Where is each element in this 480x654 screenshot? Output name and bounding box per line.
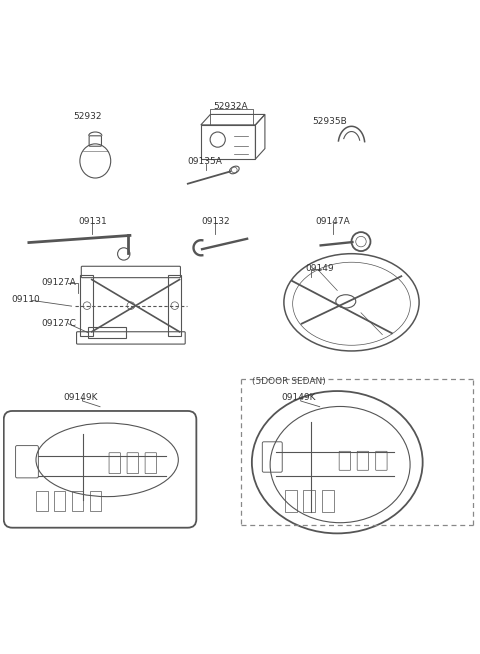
Bar <box>285 490 298 512</box>
Bar <box>322 490 334 512</box>
Bar <box>54 491 65 511</box>
Text: 09149K: 09149K <box>282 392 316 402</box>
Text: 52932A: 52932A <box>213 103 248 111</box>
Text: 09132: 09132 <box>201 217 230 226</box>
Text: 09131: 09131 <box>79 217 108 226</box>
Text: 09127A: 09127A <box>42 278 76 287</box>
Text: 52935B: 52935B <box>312 116 348 126</box>
Text: 09147A: 09147A <box>315 217 350 226</box>
Bar <box>36 491 48 511</box>
Bar <box>88 328 126 338</box>
Text: 52932: 52932 <box>73 112 101 121</box>
Text: 09127C: 09127C <box>42 319 76 328</box>
Bar <box>72 491 84 511</box>
Text: 09110: 09110 <box>12 296 40 305</box>
Bar <box>80 275 93 337</box>
Bar <box>201 125 255 159</box>
Text: 09149: 09149 <box>305 264 334 273</box>
Text: (5DOOR SEDAN): (5DOOR SEDAN) <box>252 377 325 386</box>
Bar <box>90 491 101 511</box>
Text: 09149K: 09149K <box>63 392 98 402</box>
Bar <box>302 490 315 512</box>
Bar <box>168 275 181 337</box>
Text: 09135A: 09135A <box>188 158 223 166</box>
